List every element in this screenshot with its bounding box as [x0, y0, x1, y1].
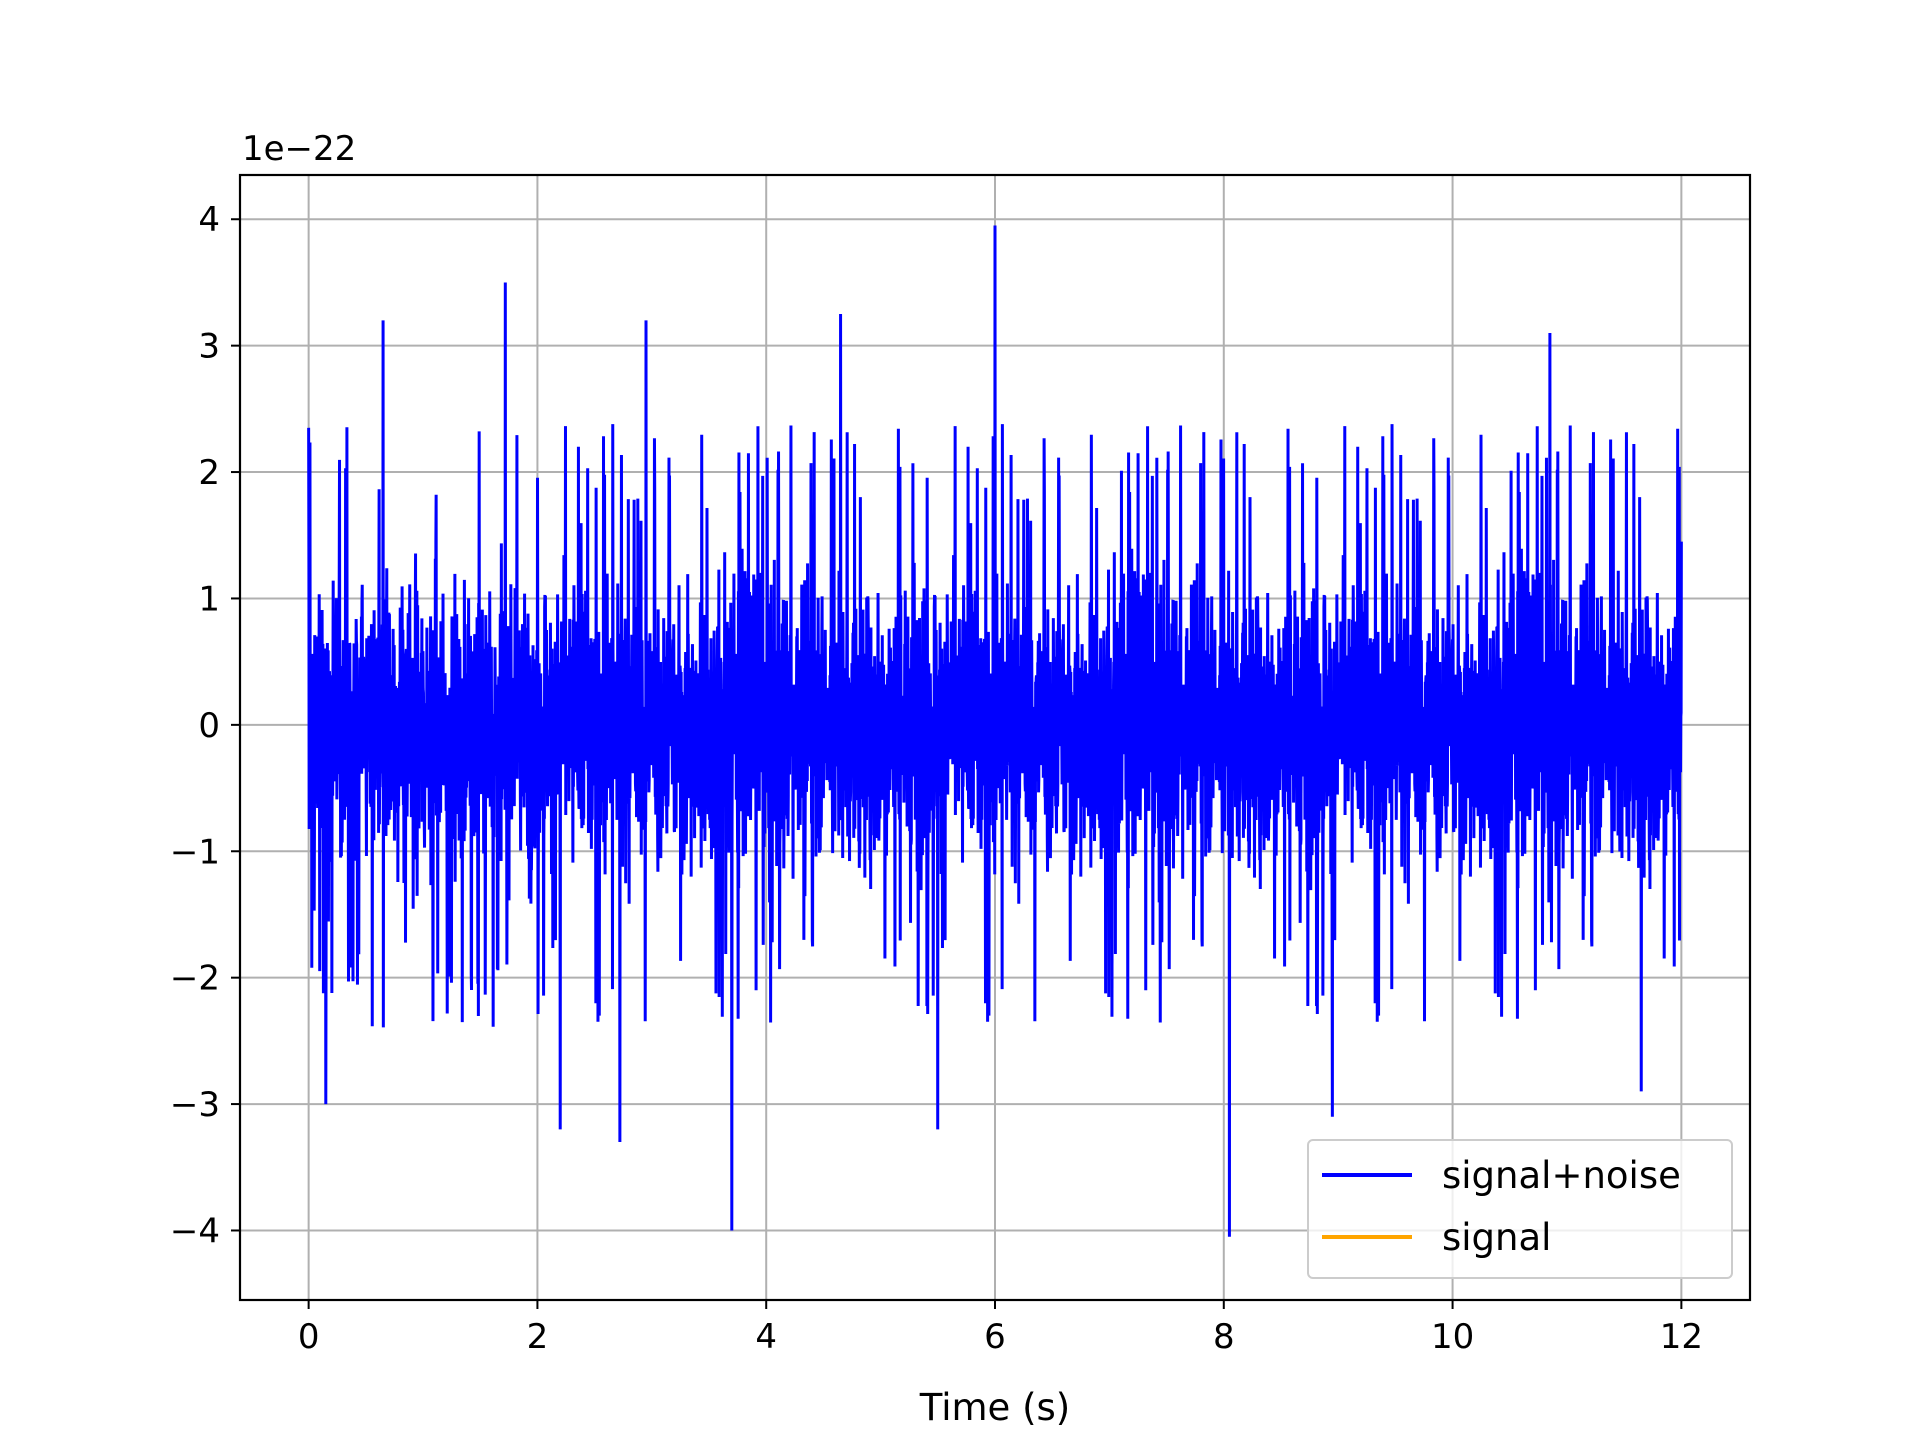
- y-tick-label: −1: [170, 832, 220, 872]
- y-tick-label: −2: [170, 959, 220, 999]
- legend-box: [1307, 1139, 1733, 1279]
- y-offset-label: 1e−22: [242, 129, 356, 169]
- x-tick-label: 10: [1431, 1317, 1474, 1357]
- x-tick-label: 6: [984, 1317, 1006, 1357]
- y-tick-label: 4: [198, 200, 220, 240]
- y-tick-label: −3: [170, 1085, 220, 1125]
- x-tick-label: 0: [298, 1317, 320, 1357]
- y-tick-label: 3: [198, 327, 220, 367]
- plot-area: [307, 225, 1683, 1237]
- y-tick-label: 2: [198, 453, 220, 493]
- x-tick-label: 2: [527, 1317, 549, 1357]
- x-tick-label: 12: [1660, 1317, 1703, 1357]
- y-tick-label: 0: [198, 706, 220, 746]
- x-tick-label: 4: [755, 1317, 777, 1357]
- y-tick-label: 1: [198, 579, 220, 619]
- legend-label-signal-noise: signal+noise: [1442, 1154, 1681, 1197]
- y-tick-label: −4: [170, 1211, 220, 1251]
- series-line-signal-noise: [307, 225, 1683, 1237]
- legend-label-signal: signal: [1442, 1216, 1551, 1259]
- legend: signal+noise signal: [1307, 1139, 1733, 1279]
- x-axis-title: Time (s): [919, 1386, 1070, 1429]
- x-tick-label: 8: [1213, 1317, 1235, 1357]
